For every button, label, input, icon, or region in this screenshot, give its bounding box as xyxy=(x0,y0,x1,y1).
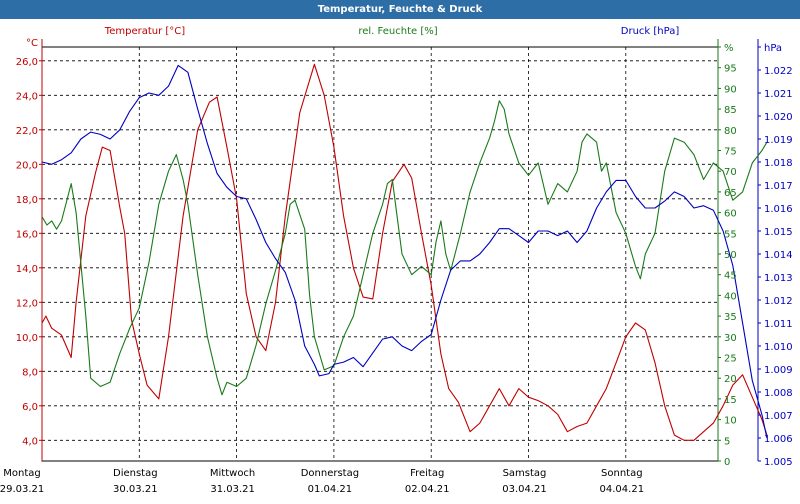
humidity-tick-label: 20 xyxy=(724,374,737,385)
date-label: 29.03.21 xyxy=(0,484,44,495)
pressure-tick-label: 1.012 xyxy=(764,296,793,307)
pressure-tick-label: 1.019 xyxy=(764,135,793,146)
temperature-tick-label: 10,0 xyxy=(16,333,38,344)
humidity-tick-label: 65 xyxy=(724,188,737,199)
day-label: Mittwoch xyxy=(210,468,255,479)
humidity-tick-label: 10 xyxy=(724,416,737,427)
humidity-tick-label: 90 xyxy=(724,84,737,95)
temperature-tick-label: 22,0 xyxy=(16,126,38,137)
temperature-tick-label: 14,0 xyxy=(16,264,38,275)
grid xyxy=(41,47,718,461)
humidity-tick-label: 45 xyxy=(724,271,737,282)
plot-frame xyxy=(41,39,759,462)
temperature-tick-label: 4,0 xyxy=(22,436,38,447)
pressure-tick-label: 1.005 xyxy=(764,457,793,468)
humidity-tick-label: 40 xyxy=(724,291,737,302)
series xyxy=(41,63,768,441)
pressure-series-line xyxy=(41,64,768,439)
humidity-tick-label: 25 xyxy=(724,354,737,365)
pressure-tick-label: 1.018 xyxy=(764,158,793,169)
humidity-series-line xyxy=(41,100,768,396)
pressure-tick-label: 1.007 xyxy=(764,411,793,422)
humidity-tick-label: 70 xyxy=(724,167,737,178)
pressure-tick-label: 1.014 xyxy=(764,250,793,261)
date-label: 02.04.21 xyxy=(405,484,450,495)
day-label: Dienstag xyxy=(113,468,158,479)
temperature-tick-label: 16,0 xyxy=(16,229,38,240)
temperature-tick-label: 26,0 xyxy=(16,57,38,68)
plot-area: 4,0 6,0 8,0 10,0 12,0 14,0 16,0 18,0 20,0 22,0 24,… xyxy=(0,19,800,500)
date-label: 04.04.21 xyxy=(600,484,645,495)
temperature-tick-label: 20,0 xyxy=(16,160,38,171)
date-label: 03.04.21 xyxy=(502,484,547,495)
date-label: 01.04.21 xyxy=(308,484,353,495)
humidity-tick-label: % xyxy=(724,43,734,54)
humidity-tick-label: 85 xyxy=(724,105,737,116)
humidity-tick-label: 0 xyxy=(724,457,730,468)
humidity-tick-label: 35 xyxy=(724,312,737,323)
pressure-tick-label: 1.008 xyxy=(764,388,793,399)
legend-pressure: Druck [hPa] xyxy=(621,26,680,37)
date-label: 31.03.21 xyxy=(210,484,255,495)
pressure-tick-label: 1.021 xyxy=(764,89,793,100)
chart-svg: 4,0 6,0 8,0 10,0 12,0 14,0 16,0 18,0 20,0 22,0 24,… xyxy=(0,26,793,495)
pressure-tick-label: 1.006 xyxy=(764,434,793,445)
temperature-series-line xyxy=(41,63,768,441)
day-label: Samstag xyxy=(503,468,547,479)
day-label: Sonntag xyxy=(601,468,643,479)
pressure-tick-label: 1.011 xyxy=(764,319,793,330)
temperature-tick-label: 12,0 xyxy=(16,298,38,309)
humidity-tick-label: 95 xyxy=(724,64,737,75)
temperature-tick-label: 18,0 xyxy=(16,195,38,206)
legend: Temperatur [°C] rel. Feuchte [%] Druck [… xyxy=(104,26,680,37)
legend-temperature: Temperatur [°C] xyxy=(104,26,185,37)
pressure-tick-label: 1.015 xyxy=(764,227,793,238)
pressure-tick-label: 1.017 xyxy=(764,181,793,192)
day-label: Freitag xyxy=(410,468,444,479)
axes: 4,0 6,0 8,0 10,0 12,0 14,0 16,0 18,0 20,0 22,0 24,… xyxy=(0,38,793,495)
pressure-tick-label: 1.013 xyxy=(764,273,793,284)
pressure-tick-label: hPa xyxy=(764,43,782,54)
date-label: 30.03.21 xyxy=(113,484,158,495)
humidity-tick-label: 30 xyxy=(724,333,737,344)
pressure-tick-label: 1.020 xyxy=(764,112,793,123)
pressure-tick-label: 1.009 xyxy=(764,365,793,376)
pressure-tick-label: 1.010 xyxy=(764,342,793,353)
temperature-tick-label: 8,0 xyxy=(22,367,38,378)
humidity-tick-label: 55 xyxy=(724,229,737,240)
temperature-tick-label: 6,0 xyxy=(22,402,38,413)
humidity-tick-label: 50 xyxy=(724,250,737,261)
humidity-tick-label: 5 xyxy=(724,436,730,447)
chart-title: Temperatur, Feuchte & Druck xyxy=(0,0,800,19)
day-label: Montag xyxy=(3,468,40,479)
temperature-unit: °C xyxy=(26,38,38,49)
day-label: Donnerstag xyxy=(301,468,359,479)
humidity-tick-label: 75 xyxy=(724,147,737,158)
temperature-tick-label: 24,0 xyxy=(16,91,38,102)
pressure-tick-label: 1.016 xyxy=(764,204,793,215)
humidity-tick-label: 15 xyxy=(724,395,737,406)
humidity-tick-label: 80 xyxy=(724,126,737,137)
pressure-tick-label: 1.022 xyxy=(764,66,793,77)
legend-humidity: rel. Feuchte [%] xyxy=(358,26,437,37)
humidity-tick-label: 60 xyxy=(724,209,737,220)
